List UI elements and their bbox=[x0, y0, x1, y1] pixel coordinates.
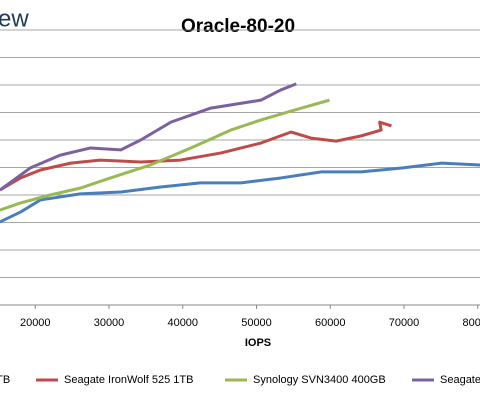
series-line bbox=[0, 82, 297, 192]
legend-label: Synology SVN3400 400GB bbox=[253, 374, 386, 386]
x-tick-label: 80000 bbox=[462, 317, 480, 329]
x-tick-label: 40000 bbox=[167, 317, 198, 329]
series-line bbox=[0, 161, 480, 224]
legend-label: Seagate bbox=[440, 374, 480, 386]
legend-label: Seagate IronWolf 525 1TB bbox=[64, 374, 193, 386]
watermark: ew bbox=[0, 5, 29, 32]
x-tick-label: 50000 bbox=[241, 317, 272, 329]
series-line bbox=[0, 98, 330, 212]
x-tick-label: 60000 bbox=[315, 317, 346, 329]
legend-label: 1TB bbox=[0, 374, 10, 386]
chart-title: Oracle-80-20 bbox=[181, 16, 295, 37]
x-tick-label: 20000 bbox=[20, 317, 51, 329]
x-tick-label: 70000 bbox=[389, 317, 420, 329]
series-line bbox=[0, 120, 392, 192]
plot-area bbox=[0, 29, 480, 306]
x-axis-label: IOPS bbox=[245, 337, 271, 349]
x-tick-label: 30000 bbox=[94, 317, 125, 329]
